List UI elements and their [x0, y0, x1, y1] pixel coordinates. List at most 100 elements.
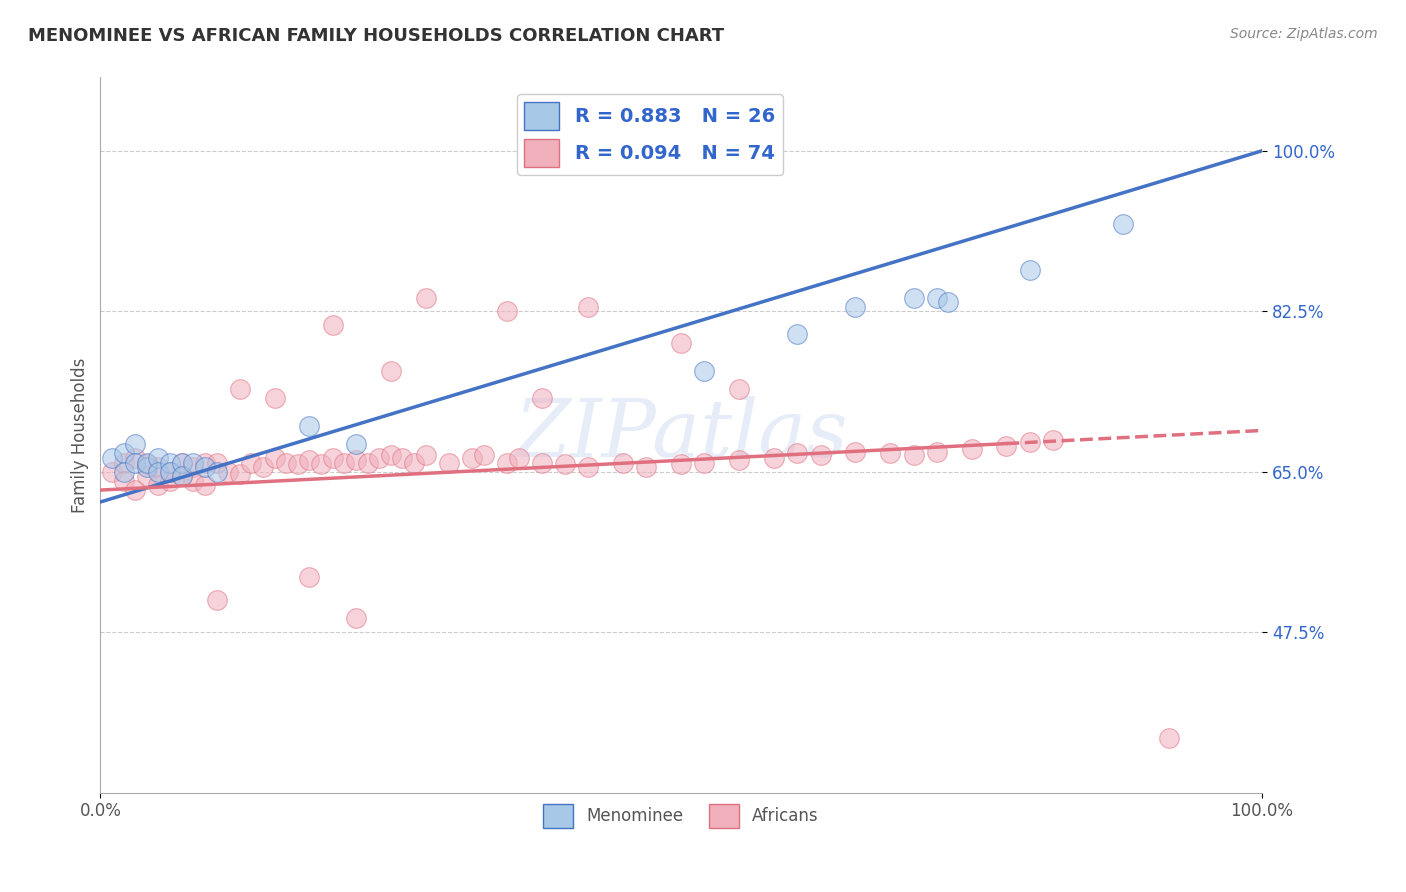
Point — [576, 460, 599, 475]
Point — [159, 465, 181, 479]
Point — [159, 465, 181, 479]
Point — [124, 456, 146, 470]
Point — [903, 448, 925, 462]
Point — [960, 442, 983, 456]
Point — [530, 392, 553, 406]
Point — [437, 456, 460, 470]
Point — [461, 450, 484, 465]
Point — [252, 460, 274, 475]
Point — [636, 460, 658, 475]
Point — [148, 450, 170, 465]
Point — [925, 291, 948, 305]
Text: MENOMINEE VS AFRICAN FAMILY HOUSEHOLDS CORRELATION CHART: MENOMINEE VS AFRICAN FAMILY HOUSEHOLDS C… — [28, 27, 724, 45]
Point — [205, 456, 228, 470]
Point — [402, 456, 425, 470]
Point — [148, 478, 170, 492]
Point — [810, 448, 832, 462]
Point — [786, 446, 808, 460]
Point — [844, 444, 866, 458]
Point — [415, 291, 437, 305]
Point — [101, 450, 124, 465]
Point — [205, 465, 228, 479]
Point — [124, 437, 146, 451]
Point — [112, 446, 135, 460]
Point — [135, 458, 157, 472]
Point — [205, 593, 228, 607]
Point — [287, 458, 309, 472]
Point — [879, 446, 901, 460]
Point — [1018, 263, 1040, 277]
Point — [938, 295, 960, 310]
Point — [309, 458, 332, 472]
Point — [380, 448, 402, 462]
Point — [298, 418, 321, 433]
Point — [380, 364, 402, 378]
Point — [112, 474, 135, 488]
Point — [101, 465, 124, 479]
Point — [496, 456, 519, 470]
Point — [995, 439, 1018, 453]
Text: ZIPatlas: ZIPatlas — [515, 396, 848, 474]
Point — [903, 291, 925, 305]
Point — [170, 456, 193, 470]
Point — [728, 452, 751, 467]
Y-axis label: Family Households: Family Households — [72, 358, 89, 513]
Point — [344, 437, 367, 451]
Point — [124, 450, 146, 465]
Point — [159, 456, 181, 470]
Point — [368, 450, 391, 465]
Point — [159, 474, 181, 488]
Point — [112, 456, 135, 470]
Point — [356, 456, 378, 470]
Point — [925, 444, 948, 458]
Point — [554, 458, 576, 472]
Legend: Menominee, Africans: Menominee, Africans — [537, 797, 825, 834]
Point — [844, 300, 866, 314]
Point — [508, 450, 530, 465]
Point — [194, 460, 217, 475]
Point — [135, 456, 157, 470]
Point — [240, 456, 263, 470]
Point — [496, 304, 519, 318]
Point — [344, 611, 367, 625]
Point — [194, 478, 217, 492]
Point — [693, 364, 716, 378]
Point — [322, 450, 344, 465]
Point — [763, 450, 786, 465]
Point — [170, 469, 193, 483]
Point — [135, 460, 157, 475]
Point — [415, 448, 437, 462]
Point — [693, 456, 716, 470]
Point — [217, 465, 239, 479]
Point — [229, 467, 252, 481]
Text: Source: ZipAtlas.com: Source: ZipAtlas.com — [1230, 27, 1378, 41]
Point — [786, 327, 808, 342]
Point — [194, 456, 217, 470]
Point — [181, 460, 204, 475]
Point — [148, 465, 170, 479]
Point — [298, 570, 321, 584]
Point — [124, 483, 146, 497]
Point — [135, 469, 157, 483]
Point — [344, 452, 367, 467]
Point — [170, 456, 193, 470]
Point — [181, 474, 204, 488]
Point — [612, 456, 634, 470]
Point — [263, 450, 285, 465]
Point — [333, 456, 356, 470]
Point — [181, 456, 204, 470]
Point — [472, 448, 495, 462]
Point — [669, 336, 692, 351]
Point — [112, 465, 135, 479]
Point — [298, 452, 321, 467]
Point — [1159, 731, 1181, 745]
Point — [263, 392, 285, 406]
Point — [576, 300, 599, 314]
Point — [669, 458, 692, 472]
Point — [1111, 217, 1133, 231]
Point — [170, 469, 193, 483]
Point — [391, 450, 413, 465]
Point — [276, 456, 298, 470]
Point — [148, 460, 170, 475]
Point — [229, 382, 252, 396]
